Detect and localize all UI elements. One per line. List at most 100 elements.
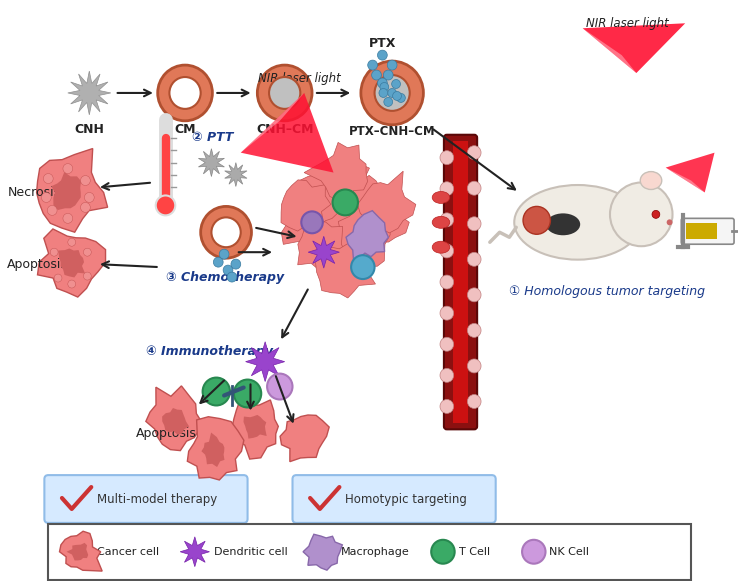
Circle shape	[84, 248, 91, 256]
Circle shape	[440, 399, 454, 413]
Circle shape	[156, 196, 175, 215]
Text: T Cell: T Cell	[458, 546, 489, 557]
Circle shape	[44, 173, 54, 183]
Polygon shape	[281, 187, 340, 250]
Ellipse shape	[514, 185, 641, 260]
Circle shape	[227, 272, 237, 282]
Circle shape	[667, 219, 673, 225]
Circle shape	[302, 211, 323, 233]
Circle shape	[467, 181, 481, 195]
Circle shape	[68, 238, 75, 246]
Polygon shape	[162, 408, 189, 435]
Circle shape	[467, 146, 481, 159]
Circle shape	[223, 265, 233, 275]
FancyBboxPatch shape	[293, 475, 495, 523]
Circle shape	[219, 249, 229, 259]
Polygon shape	[246, 342, 285, 382]
Circle shape	[48, 205, 57, 215]
Text: NIR laser light: NIR laser light	[258, 72, 341, 85]
Circle shape	[440, 244, 454, 258]
Polygon shape	[340, 175, 396, 226]
Polygon shape	[198, 148, 225, 176]
Polygon shape	[201, 432, 225, 467]
Text: Dendritic cell: Dendritic cell	[214, 546, 288, 557]
Circle shape	[231, 259, 241, 269]
Text: Multi-model therapy: Multi-model therapy	[97, 492, 217, 506]
FancyBboxPatch shape	[44, 475, 247, 523]
Circle shape	[440, 368, 454, 382]
Ellipse shape	[432, 191, 450, 204]
Text: ② PTT: ② PTT	[192, 131, 233, 144]
Circle shape	[201, 207, 252, 258]
Circle shape	[378, 50, 388, 60]
Circle shape	[375, 75, 409, 111]
Polygon shape	[68, 71, 111, 115]
Circle shape	[203, 378, 230, 406]
Polygon shape	[583, 29, 636, 73]
Circle shape	[440, 275, 454, 289]
Polygon shape	[146, 386, 201, 450]
Circle shape	[81, 203, 90, 212]
Polygon shape	[316, 223, 372, 282]
Circle shape	[372, 70, 382, 80]
Text: Apoptosis: Apoptosis	[136, 427, 197, 440]
Circle shape	[81, 176, 90, 186]
Polygon shape	[281, 180, 331, 231]
Text: CNH–CM: CNH–CM	[256, 123, 314, 136]
Text: ① Homologous tumor targeting: ① Homologous tumor targeting	[510, 286, 706, 299]
Text: CM: CM	[174, 123, 196, 136]
Circle shape	[211, 217, 241, 247]
Polygon shape	[280, 415, 329, 462]
Polygon shape	[51, 172, 81, 210]
Circle shape	[467, 217, 481, 230]
Polygon shape	[339, 208, 390, 268]
Circle shape	[361, 61, 424, 125]
Circle shape	[384, 97, 393, 107]
Text: PTX–CNH–CM: PTX–CNH–CM	[349, 125, 436, 138]
Circle shape	[54, 274, 62, 282]
Circle shape	[467, 253, 481, 266]
Polygon shape	[315, 243, 375, 298]
Polygon shape	[187, 417, 244, 480]
FancyBboxPatch shape	[682, 218, 734, 244]
Text: NIR laser light: NIR laser light	[586, 17, 668, 30]
Text: PTX: PTX	[369, 37, 396, 49]
Circle shape	[393, 91, 401, 101]
Text: NK Cell: NK Cell	[550, 546, 590, 557]
Polygon shape	[317, 158, 369, 218]
Circle shape	[467, 288, 481, 302]
Circle shape	[368, 60, 378, 70]
Circle shape	[51, 248, 58, 256]
Polygon shape	[225, 162, 247, 186]
Polygon shape	[583, 23, 685, 73]
Ellipse shape	[432, 217, 450, 228]
Circle shape	[440, 338, 454, 351]
Polygon shape	[346, 211, 388, 262]
FancyBboxPatch shape	[48, 524, 691, 580]
Circle shape	[351, 255, 375, 279]
Circle shape	[170, 77, 201, 109]
Circle shape	[383, 70, 393, 80]
Circle shape	[380, 83, 389, 91]
Circle shape	[440, 182, 454, 196]
Polygon shape	[241, 93, 333, 173]
Polygon shape	[66, 543, 88, 560]
Text: CNH: CNH	[75, 123, 104, 136]
Circle shape	[63, 164, 72, 173]
Circle shape	[652, 210, 660, 218]
Circle shape	[440, 213, 454, 227]
Circle shape	[41, 193, 51, 203]
Polygon shape	[308, 236, 339, 268]
Polygon shape	[298, 218, 346, 276]
Polygon shape	[38, 229, 106, 297]
Circle shape	[522, 540, 545, 564]
Polygon shape	[58, 249, 85, 278]
Text: Cancer cell: Cancer cell	[97, 546, 159, 557]
Circle shape	[388, 60, 397, 70]
Circle shape	[379, 88, 388, 97]
Text: Macrophage: Macrophage	[342, 546, 410, 557]
Circle shape	[431, 540, 455, 564]
Polygon shape	[666, 152, 715, 193]
Circle shape	[84, 272, 91, 280]
Circle shape	[257, 65, 312, 121]
